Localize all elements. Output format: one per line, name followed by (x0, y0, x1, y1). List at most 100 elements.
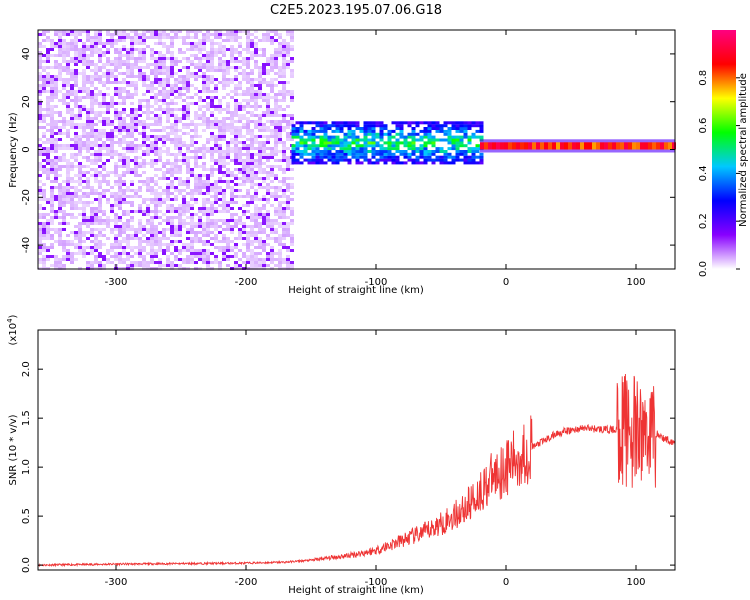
heatmap-cell (154, 228, 158, 231)
heatmap-cell (311, 132, 316, 136)
heatmap-cell (299, 129, 304, 133)
heatmap-cell (250, 90, 254, 93)
heatmap-cell (234, 264, 238, 267)
heatmap-cell (403, 121, 408, 125)
heatmap-cell (46, 219, 50, 222)
heatmap-cell (94, 219, 98, 222)
heatmap-cell (86, 138, 90, 141)
heatmap-cell (290, 249, 294, 252)
heatmap-cell (90, 69, 94, 72)
heatmap-cell (258, 72, 262, 75)
heatmap-cell (291, 127, 296, 130)
heatmap-cell (290, 177, 294, 180)
heatmap-cell (86, 36, 90, 39)
heatmap-cell (62, 246, 66, 249)
heatmap-cell (214, 138, 218, 141)
heatmap-cell (94, 48, 98, 51)
heatmap-cell (222, 48, 226, 51)
heatmap-cell (66, 159, 70, 162)
heatmap-cell (62, 144, 66, 147)
heatmap-cell (178, 159, 182, 162)
heatmap-cell (146, 261, 150, 264)
heatmap-cell (254, 207, 258, 210)
heatmap-cell (274, 54, 278, 57)
heatmap-cell (206, 234, 210, 237)
heatmap-cell (194, 255, 198, 258)
heatmap-cell (258, 105, 262, 108)
heatmap-cell (110, 153, 114, 156)
heatmap-cell (206, 120, 210, 123)
heatmap-cell (190, 225, 194, 228)
heatmap-cell (74, 201, 78, 204)
heatmap-cell (90, 93, 94, 96)
heatmap-cell (270, 66, 274, 69)
heatmap-cell (194, 48, 198, 51)
heatmap-cell (186, 183, 190, 186)
heatmap-cell (435, 138, 440, 142)
heatmap-cell (423, 155, 428, 159)
heatmap-cell (94, 75, 98, 78)
heatmap-cell (379, 158, 384, 162)
heatmap-cell (170, 114, 174, 117)
heatmap-cell (471, 150, 476, 153)
heatmap-cell (146, 237, 150, 240)
heatmap-cell (234, 48, 238, 51)
heatmap-cell (98, 60, 102, 63)
heatmap-cell (154, 99, 158, 102)
heatmap-cell (150, 210, 154, 213)
heatmap-cell (110, 246, 114, 249)
heatmap-cell (106, 30, 110, 33)
heatmap-cell (278, 186, 282, 189)
heatmap-cell (226, 183, 230, 186)
heatmap-cell (270, 255, 274, 258)
heatmap-cell (142, 171, 146, 174)
heatmap-cell (371, 144, 376, 148)
heatmap-cell (98, 210, 102, 213)
heatmap-cell (94, 36, 98, 39)
heatmap-cell (391, 121, 396, 125)
heatmap-cell (395, 121, 400, 125)
heatmap-cell (154, 201, 158, 204)
heatmap-cell (138, 225, 142, 228)
heatmap-cell (58, 126, 62, 129)
heatmap-cell (182, 105, 186, 108)
heatmap-cell (258, 120, 262, 123)
heatmap-cell (126, 114, 130, 117)
heatmap-cell (407, 152, 412, 156)
heatmap-cell (134, 147, 138, 150)
heatmap-cell (154, 120, 158, 123)
heatmap-cell (174, 165, 178, 168)
heatmap-cell (339, 155, 344, 159)
heatmap-cell (206, 186, 210, 189)
heatmap-cell (178, 192, 182, 195)
heatmap-cell (102, 162, 106, 165)
heatmap-cell (242, 252, 246, 255)
heatmap-cell (206, 177, 210, 180)
heatmap-cell (94, 102, 98, 105)
heatmap-cell (86, 117, 90, 120)
heatmap-cell (142, 159, 146, 162)
heatmap-cell (270, 168, 274, 171)
heatmap-cell (82, 252, 86, 255)
heatmap-cell (238, 117, 242, 120)
heatmap-cell (182, 204, 186, 207)
heatmap-cell (234, 219, 238, 222)
heatmap-cell (146, 204, 150, 207)
heatmap-cell (274, 108, 278, 111)
heatmap-cell (74, 114, 78, 117)
heatmap-cell (102, 99, 106, 102)
heatmap-cell (451, 141, 456, 145)
spectrogram-y-axis-label: Frequency (Hz) (8, 112, 19, 188)
heatmap-cell (258, 39, 262, 42)
heatmap-cell (182, 93, 186, 96)
heatmap-cell (295, 150, 300, 153)
heatmap-cell (134, 261, 138, 264)
heatmap-cell (158, 249, 162, 252)
heatmap-cell (258, 48, 262, 51)
heatmap-cell (122, 60, 126, 63)
heatmap-cell (246, 225, 250, 228)
heatmap-cell (278, 45, 282, 48)
heatmap-cell (242, 48, 246, 51)
heatmap-cell (86, 114, 90, 117)
heatmap-cell (266, 81, 270, 84)
